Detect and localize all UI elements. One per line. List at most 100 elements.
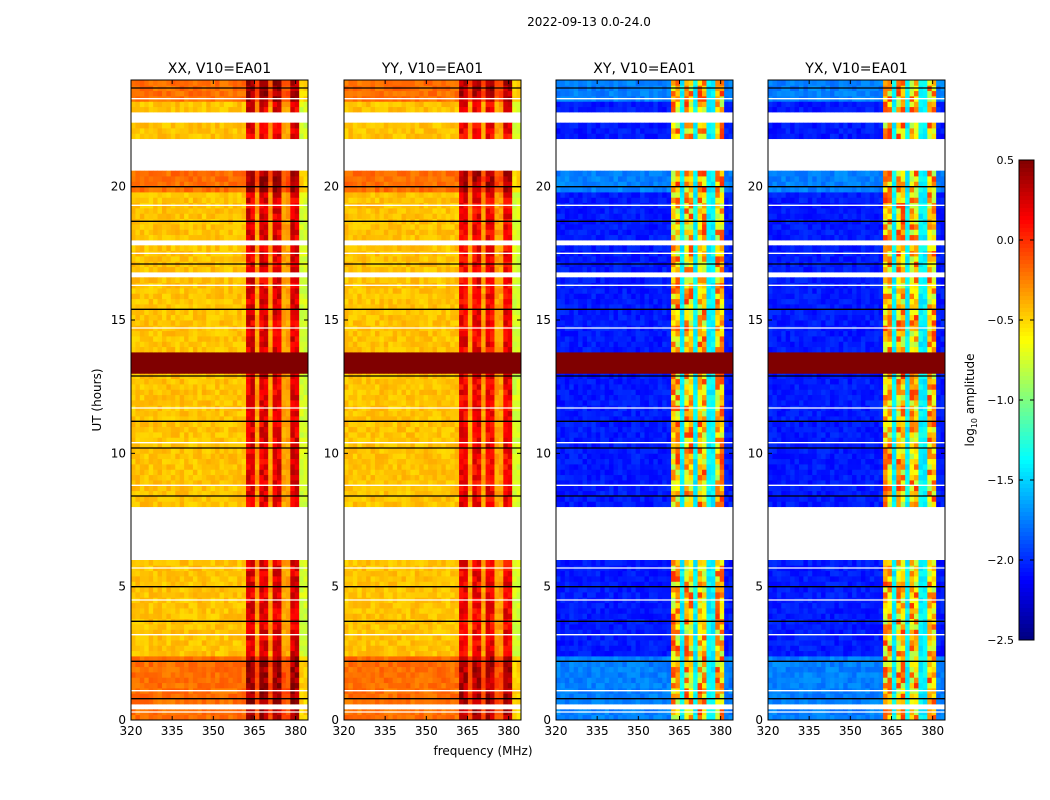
heatmap-cell [259, 602, 265, 609]
heatmap-cell [459, 645, 464, 652]
heatmap-cell [246, 330, 251, 337]
heatmap-cell [423, 629, 429, 636]
heatmap-cell [175, 410, 181, 417]
heatmap-cell [228, 661, 234, 668]
heatmap-cell [135, 133, 141, 140]
heatmap-cell [131, 608, 136, 614]
heatmap-cell [281, 266, 287, 273]
heatmap-cell [175, 469, 181, 476]
heatmap-cell [481, 693, 487, 700]
heatmap-cell [135, 80, 141, 86]
heatmap-cell [432, 629, 438, 636]
heatmap-cell [170, 176, 176, 182]
heatmap-cell [144, 314, 150, 321]
heatmap-cell [237, 698, 243, 705]
heatmap-cell [290, 570, 296, 577]
heatmap-cell [166, 352, 172, 358]
heatmap-cell [383, 640, 389, 646]
heatmap-cell [179, 714, 185, 721]
heatmap-cell [135, 496, 141, 502]
heatmap-cell [131, 213, 136, 220]
heatmap-cell [237, 416, 243, 422]
heatmap-cell [201, 128, 207, 134]
heatmap-cell [237, 469, 243, 476]
heatmap-cell [201, 170, 207, 177]
heatmap-cell [215, 256, 220, 262]
heatmap-cell [148, 416, 154, 422]
heatmap-cell [467, 672, 473, 678]
heatmap-cell [188, 224, 194, 230]
heatmap-cell [397, 656, 402, 662]
heatmap-cell [179, 288, 185, 294]
heatmap-cell [281, 170, 287, 177]
heatmap-cell [272, 437, 278, 444]
heatmap-cell [290, 442, 296, 449]
heatmap-cell [215, 421, 220, 428]
heatmap-cell [228, 394, 234, 401]
heatmap-cell [246, 586, 251, 593]
heatmap-cell [250, 677, 256, 684]
heatmap-cell [277, 122, 282, 129]
heatmap-cell [272, 245, 278, 252]
heatmap-cell [299, 346, 304, 353]
heatmap-cell [157, 394, 163, 401]
heatmap-cell [144, 309, 150, 316]
heatmap-cell [246, 298, 251, 305]
heatmap-cell [197, 480, 203, 486]
heatmap-cell [303, 501, 309, 508]
heatmap-cell [153, 645, 158, 652]
heatmap-cell [157, 122, 163, 129]
heatmap-cell [201, 346, 207, 353]
heatmap-cell [175, 336, 181, 342]
heatmap-cell [219, 480, 225, 486]
heatmap-cell [131, 170, 136, 177]
heatmap-cell [401, 602, 407, 609]
heatmap-cell [166, 458, 172, 465]
heatmap-cell [228, 336, 234, 342]
heatmap-cell [157, 645, 163, 652]
heatmap-cell [459, 656, 464, 662]
heatmap-cell [192, 181, 198, 188]
heatmap-cell [188, 384, 194, 390]
heatmap-cell [197, 677, 203, 684]
heatmap-cell [223, 128, 229, 134]
heatmap-cell [135, 693, 141, 700]
heatmap-cell [175, 624, 181, 630]
heatmap-cell [188, 352, 194, 358]
heatmap-cell [294, 586, 300, 593]
heatmap-cell [379, 677, 385, 684]
heatmap-cell [131, 560, 136, 566]
heatmap-cell [184, 234, 189, 241]
heatmap-cell [219, 304, 225, 310]
heatmap-cell [290, 336, 296, 342]
heatmap-cell [184, 341, 189, 348]
heatmap-cell [188, 442, 194, 449]
heatmap-cell [148, 128, 154, 134]
heatmap-cell [153, 309, 158, 316]
heatmap-cell [223, 448, 229, 454]
heatmap-cell [485, 672, 491, 678]
heatmap-cell [139, 613, 145, 620]
heatmap-cell [272, 378, 278, 385]
heatmap-cell [210, 181, 216, 188]
heatmap-cell [259, 432, 265, 438]
heatmap-cell [299, 133, 304, 140]
heatmap-cell [352, 645, 358, 652]
heatmap-cell [445, 693, 451, 700]
heatmap-cell [157, 682, 163, 689]
heatmap-cell [144, 469, 150, 476]
heatmap-cell [250, 362, 256, 369]
heatmap-cell [175, 650, 181, 657]
heatmap-cell [144, 672, 150, 678]
heatmap-cell [294, 624, 300, 630]
heatmap-cell [481, 656, 487, 662]
heatmap-cell [170, 101, 176, 108]
heatmap-cell [148, 288, 154, 294]
heatmap-cell [161, 485, 167, 492]
heatmap-cell [472, 677, 478, 684]
heatmap-cell [197, 666, 203, 673]
heatmap-cell [472, 656, 478, 662]
heatmap-cell [285, 352, 291, 358]
heatmap-cell [223, 170, 229, 177]
heatmap-cell [370, 581, 376, 588]
